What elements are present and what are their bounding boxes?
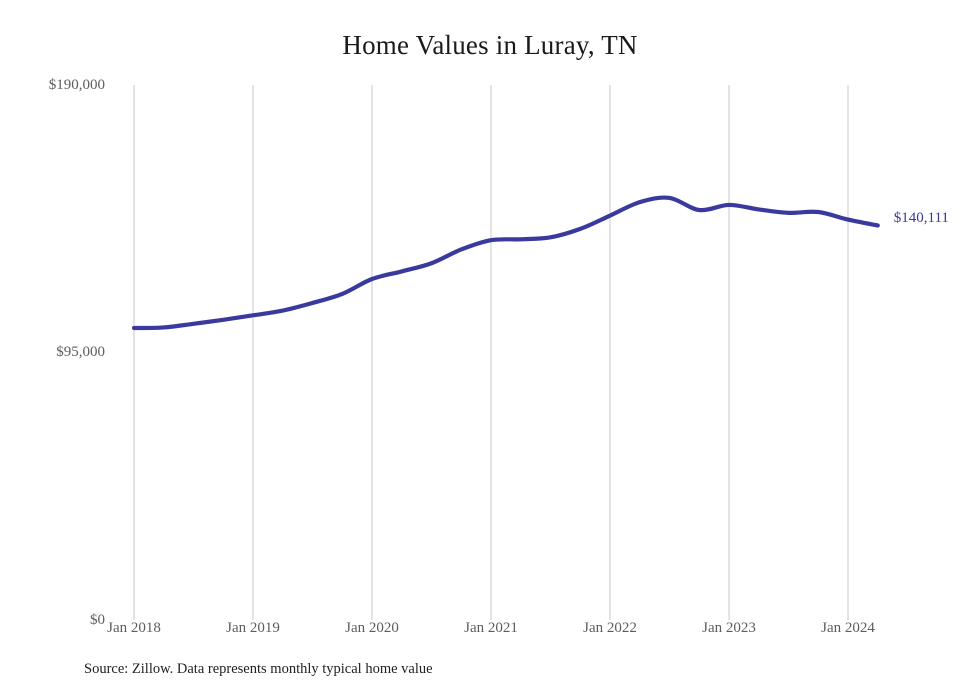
y-axis-label-0: $0 [90, 612, 105, 628]
gridlines [133, 85, 849, 620]
end-value-annotation: $140,111 [893, 210, 949, 227]
x-axis-label-jan-2023: Jan 2023 [702, 620, 756, 636]
y-axis-label-190000: $190,000 [48, 77, 105, 93]
x-axis-label-jan-2019: Jan 2019 [226, 620, 280, 636]
x-axis-label-jan-2024: Jan 2024 [821, 620, 875, 636]
x-axis-label-jan-2020: Jan 2020 [345, 620, 399, 636]
x-axis-label-jan-2021: Jan 2021 [464, 620, 518, 636]
page-title: Home Values in Luray, TN [342, 30, 638, 60]
x-axis-label-jan-2018: Jan 2018 [107, 620, 161, 636]
source-note: Source: Zillow. Data represents monthly … [84, 661, 433, 677]
home-value-line [131, 195, 880, 331]
x-axis-label-jan-2022: Jan 2022 [583, 620, 637, 636]
y-axis-label-95000: $95,000 [56, 344, 105, 360]
